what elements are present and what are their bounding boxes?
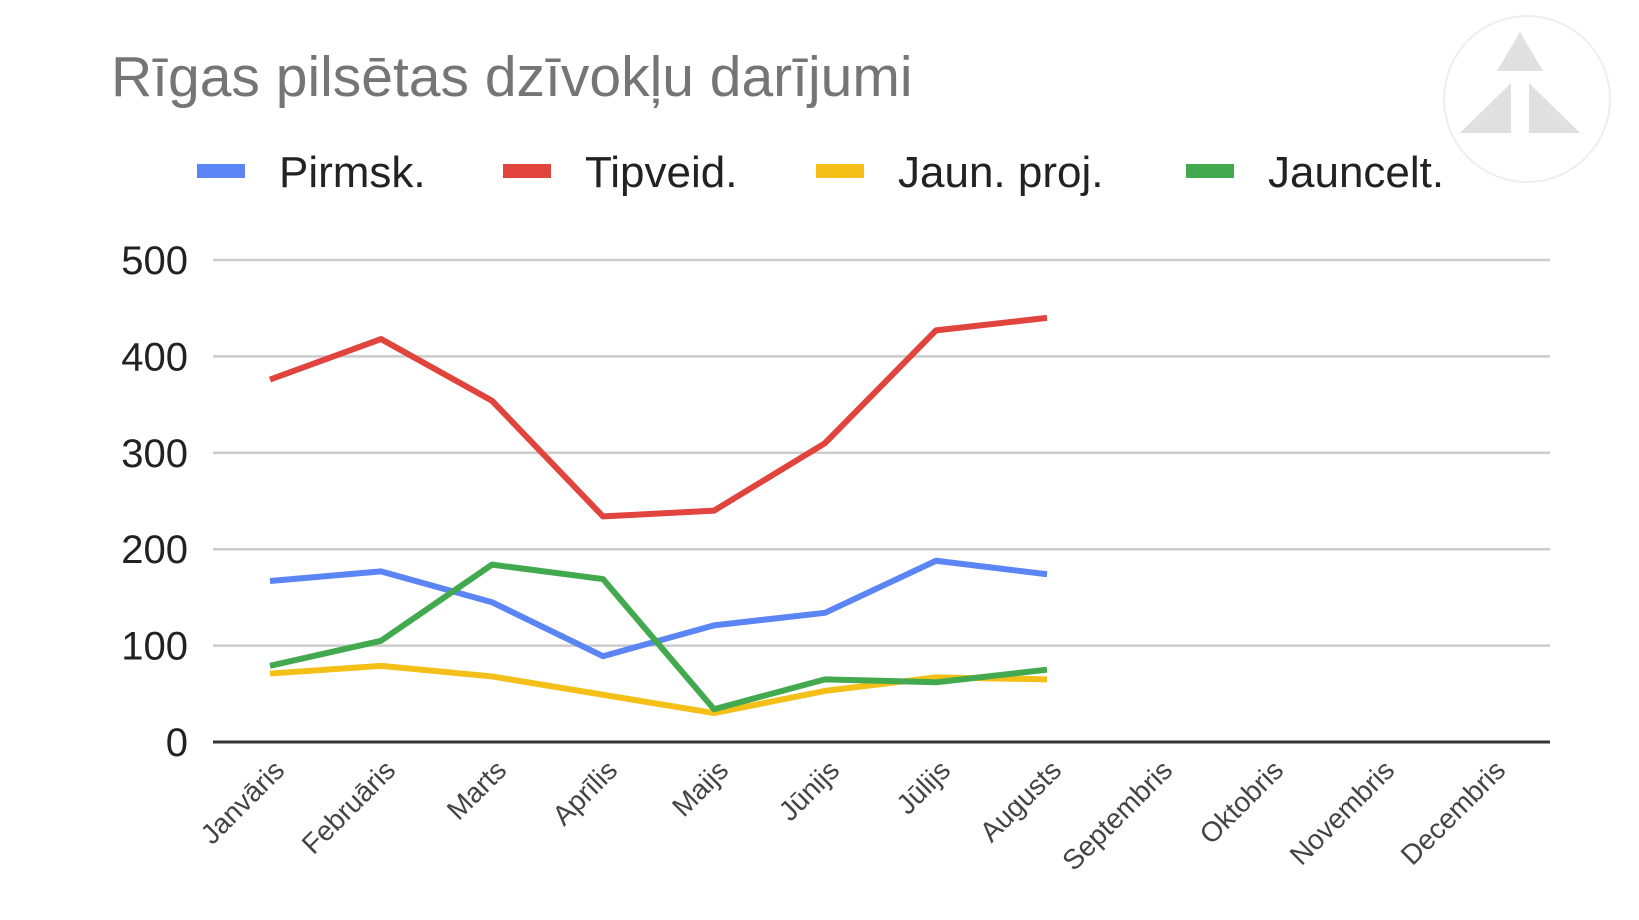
x-tick-label: Jūnijs: [773, 754, 846, 827]
legend-label: Tipveid.: [585, 148, 737, 197]
x-tick-label: Decembris: [1395, 754, 1512, 871]
y-tick-label: 0: [166, 721, 188, 765]
y-tick-label: 400: [121, 335, 188, 379]
chart-title: Rīgas pilsētas dzīvokļu darījumi: [111, 45, 913, 109]
legend-swatch: [816, 164, 864, 178]
legend-label: Pirmsk.: [279, 148, 426, 197]
x-tick-label: Augusts: [974, 754, 1067, 847]
legend-swatch: [503, 164, 551, 178]
legend-swatch: [1186, 164, 1234, 178]
x-tick-label: Janvāris: [195, 754, 291, 850]
y-tick-label: 200: [121, 528, 188, 572]
series-line-jauncelt: [269, 561, 1048, 713]
logo-watermark: [1443, 15, 1611, 183]
x-tick-label: Septembris: [1056, 754, 1178, 876]
y-tick-label: 300: [121, 432, 188, 476]
series-line-jaun-proj: [269, 662, 1048, 717]
x-tick-label: Aprīlis: [546, 754, 623, 831]
x-tick-label: Maijs: [666, 754, 734, 822]
legend-label: Jauncelt.: [1268, 148, 1444, 197]
x-tick-label: Marts: [441, 754, 512, 825]
y-tick-label: 100: [121, 625, 188, 669]
series-line-tipveid: [268, 314, 1048, 520]
legend-label: Jaun. proj.: [898, 148, 1103, 197]
x-tick-label: Oktobris: [1194, 754, 1290, 850]
y-tick-label: 500: [121, 239, 188, 283]
x-tick-label: Jūlijs: [890, 754, 956, 820]
legend-swatch: [197, 164, 245, 178]
x-tick-label: Februāris: [296, 754, 402, 860]
x-tick-label: Novembris: [1284, 754, 1401, 871]
